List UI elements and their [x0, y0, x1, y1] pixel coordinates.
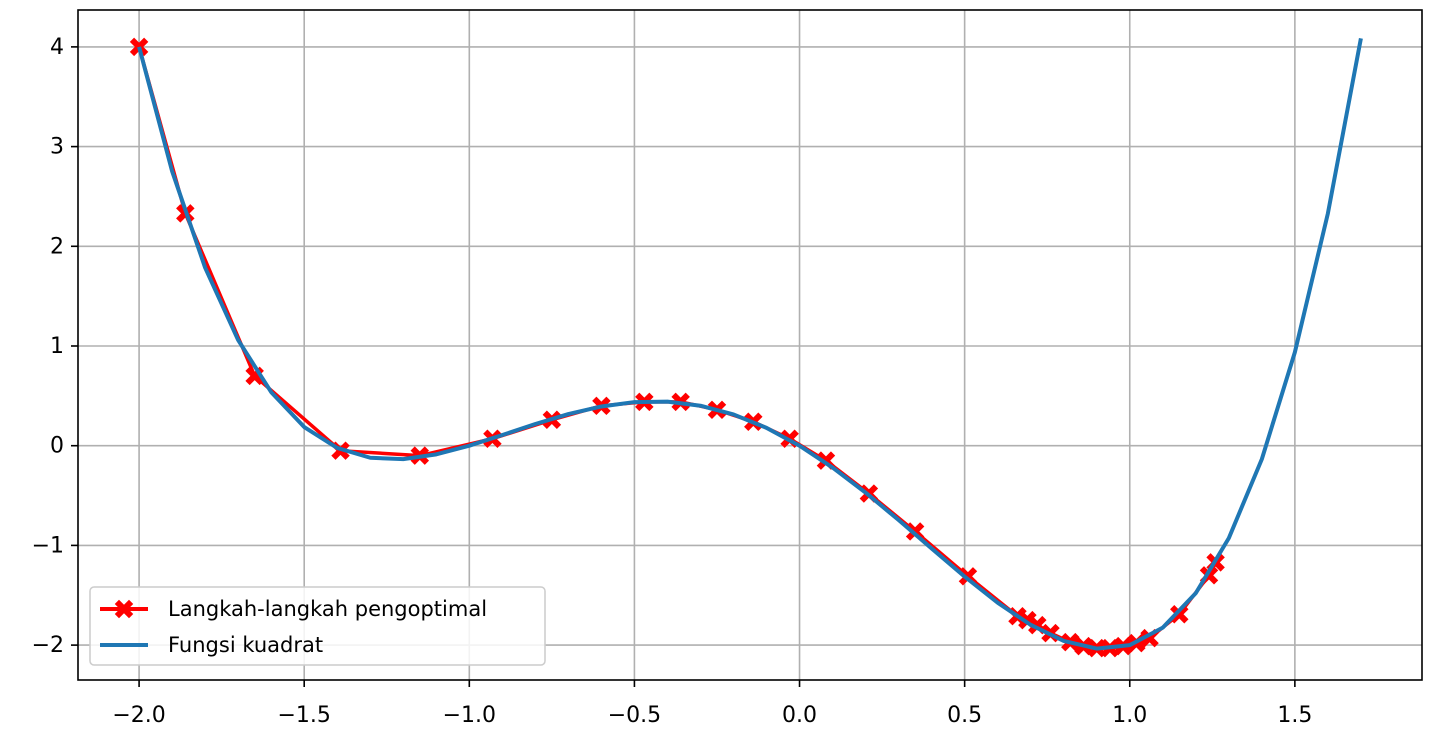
x-tick-label: −0.5 — [608, 703, 661, 728]
y-tick-label: −2 — [32, 633, 64, 658]
x-tick-label: 1.5 — [1277, 703, 1312, 728]
legend-box — [89, 586, 546, 666]
y-tick-label: 4 — [50, 35, 64, 60]
legend-label: Langkah-langkah pengoptimal — [168, 597, 487, 621]
plot-frame — [77, 9, 1423, 681]
y-tick-label: 2 — [50, 234, 64, 259]
x-tick-label: 1.0 — [1112, 703, 1147, 728]
x-tick-label: 0.0 — [782, 703, 817, 728]
marker — [1170, 604, 1189, 624]
x-tick-label: −2.0 — [112, 703, 165, 728]
y-tick-label: 0 — [50, 434, 64, 459]
legend-marker — [114, 599, 134, 619]
y-tick-label: 3 — [50, 135, 64, 160]
x-tick-label: −1.5 — [277, 703, 330, 728]
x-tick-label: −1.0 — [443, 703, 496, 728]
x-tick-label: 0.5 — [947, 703, 982, 728]
legend-label: Fungsi kuadrat — [168, 633, 323, 657]
y-tick-label: −1 — [32, 533, 64, 558]
series-line — [137, 38, 1363, 651]
legend: Langkah-langkah pengoptimal Fungsi kuadra… — [89, 586, 546, 666]
y-tick-label: 1 — [50, 334, 64, 359]
